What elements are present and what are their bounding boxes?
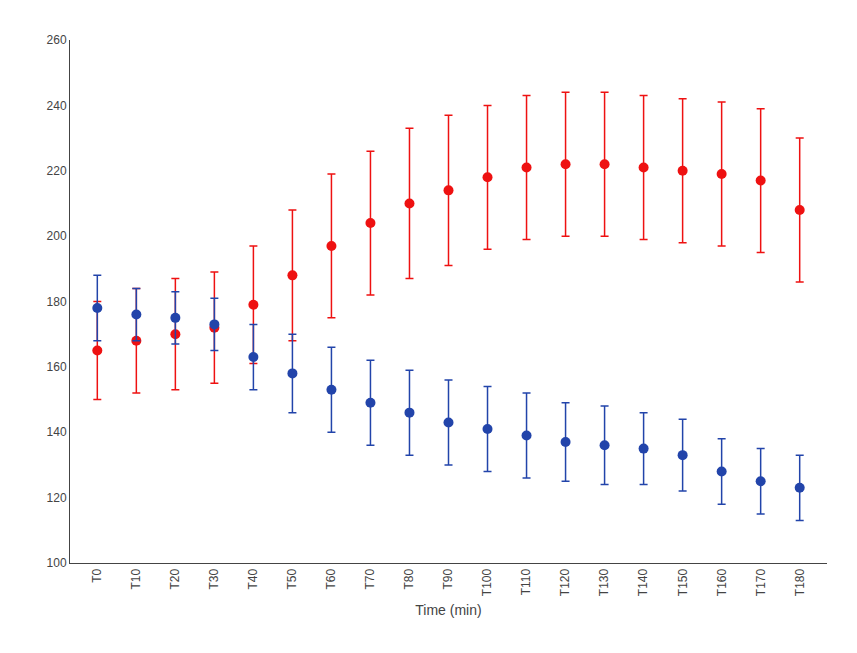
svg-text:T160: T160 [715, 568, 729, 596]
svg-text:200: 200 [47, 229, 67, 243]
svg-text:T150: T150 [676, 568, 690, 596]
svg-text:T120: T120 [558, 568, 572, 596]
svg-text:Time (min): Time (min) [415, 602, 481, 618]
svg-text:T170: T170 [754, 568, 768, 596]
svg-text:T40: T40 [246, 568, 260, 589]
svg-text:T0: T0 [90, 568, 104, 582]
svg-text:T30: T30 [207, 568, 221, 589]
svg-text:T80: T80 [402, 568, 416, 589]
svg-text:T140: T140 [637, 568, 651, 596]
svg-text:T130: T130 [597, 568, 611, 596]
svg-text:T110: T110 [519, 568, 533, 595]
svg-text:T10: T10 [129, 568, 143, 589]
svg-text:260: 260 [47, 33, 67, 47]
svg-text:T50: T50 [285, 568, 299, 589]
svg-text:T90: T90 [441, 568, 455, 589]
svg-text:T60: T60 [324, 568, 338, 589]
svg-text:140: 140 [47, 425, 67, 439]
svg-text:T100: T100 [480, 568, 494, 596]
svg-text:160: 160 [47, 360, 67, 374]
svg-text:100: 100 [47, 556, 67, 570]
svg-text:120: 120 [47, 491, 67, 505]
svg-text:180: 180 [47, 295, 67, 309]
svg-text:240: 240 [47, 99, 67, 113]
svg-text:T20: T20 [168, 568, 182, 589]
svg-text:T70: T70 [363, 568, 377, 589]
svg-text:T180: T180 [793, 568, 807, 596]
svg-text:220: 220 [47, 164, 67, 178]
